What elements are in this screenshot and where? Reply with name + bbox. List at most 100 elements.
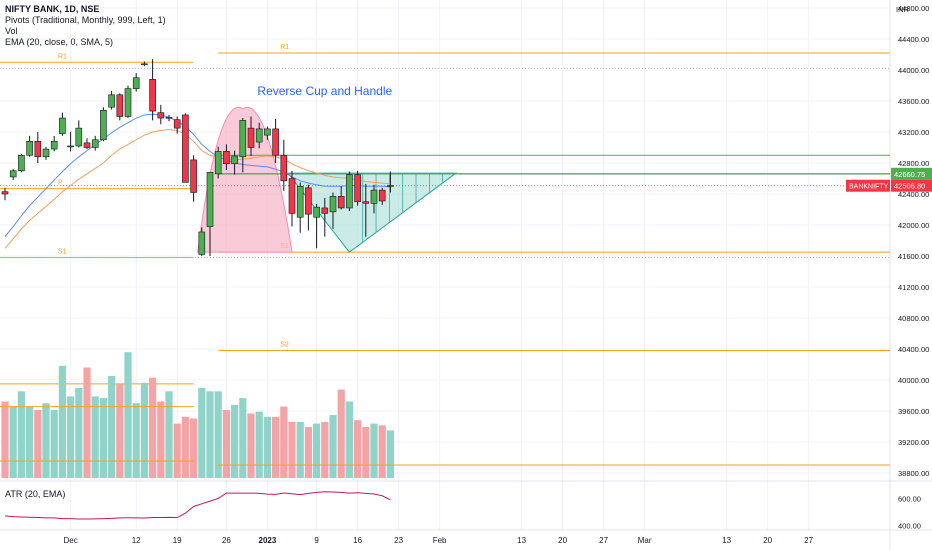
candle-body (362, 201, 370, 204)
candle-body (91, 139, 99, 148)
ema-indicator-label[interactable]: EMA (20, close, 0, SMA, 5) (5, 37, 114, 47)
candle-body (264, 128, 271, 136)
candle-body (272, 128, 279, 156)
candle-body (1, 191, 9, 195)
price-tick-label: 42800.00 (898, 159, 929, 168)
time-tick-label: 9 (314, 536, 319, 545)
price-axis-badge (891, 179, 932, 192)
price-tick-label: 41600.00 (898, 252, 929, 261)
volume-bar (42, 403, 50, 478)
candle-body (313, 206, 320, 218)
candle-body (100, 110, 107, 141)
volume-bar (214, 391, 222, 478)
time-tick-label: 2023 (259, 536, 277, 545)
volume-bar (83, 367, 91, 478)
candle-body (83, 142, 91, 148)
volume-bar (362, 427, 370, 478)
price-tick-label: 42400.00 (898, 190, 929, 199)
pivots-indicator-label[interactable]: Pivots (Traditional, Monthly, 999, Left,… (5, 15, 166, 25)
volume-bar (198, 387, 206, 478)
volume-bar (280, 406, 288, 478)
candle-body (387, 185, 394, 187)
price-tick-label: 41200.00 (898, 283, 929, 292)
pivot-level-label: P (58, 180, 63, 187)
volume-bar (190, 418, 198, 478)
handle-pattern-shape (286, 172, 458, 253)
time-tick-label: Mar (638, 536, 652, 545)
candle-body (26, 141, 33, 156)
ema-line-secondary (4, 113, 391, 237)
volume-bar (321, 421, 329, 478)
volume-bar (263, 416, 271, 478)
volume-bar (140, 382, 148, 478)
candle-body (354, 174, 361, 203)
pivot-level-label: S1 (58, 249, 67, 256)
candle-body (214, 151, 222, 175)
candle-body (247, 127, 255, 148)
price-tick-label: 42000.00 (898, 221, 929, 230)
atr-line (4, 491, 391, 520)
time-tick-label: 12 (132, 536, 141, 545)
time-tick-label: 13 (517, 536, 526, 545)
candle-body (50, 141, 58, 150)
volume-bar (149, 377, 157, 478)
volume-indicator-label[interactable]: Vol (5, 26, 18, 36)
ema-line (4, 129, 391, 249)
volume-bar (345, 401, 353, 478)
atr-indicator-label[interactable]: ATR (20, EMA) (5, 489, 66, 499)
candle-body (9, 170, 17, 178)
candle-body (116, 94, 124, 117)
volume-bar (386, 430, 394, 478)
volume-bar (378, 425, 386, 478)
candle-body (239, 120, 247, 158)
time-tick-label: 16 (353, 536, 362, 545)
volume-bar (26, 406, 34, 478)
time-tick-label: 23 (394, 536, 403, 545)
volume-bar (247, 413, 255, 478)
candle-body (223, 151, 230, 165)
candle-body (305, 187, 312, 215)
candle-body (67, 145, 74, 148)
volume-bar (337, 389, 345, 478)
volume-bar (58, 365, 66, 478)
volume-bar (1, 401, 9, 478)
time-tick-label: 27 (599, 536, 608, 545)
candle-body (165, 116, 173, 119)
price-tick-label: 44400.00 (898, 35, 929, 44)
candle-body (141, 63, 148, 66)
volume-bar (108, 376, 116, 478)
atr-tick-label: 600.00 (898, 494, 921, 503)
time-tick-label: 27 (804, 536, 813, 545)
time-tick-label: Feb (433, 536, 447, 545)
volume-bar (304, 427, 312, 478)
volume-bar (313, 423, 321, 478)
candle-body (59, 117, 66, 134)
volume-bar (50, 410, 58, 478)
candle-body (198, 231, 206, 255)
volume-bar (329, 415, 337, 478)
candle-body (206, 172, 214, 227)
volume-bar (9, 406, 17, 478)
price-tick-label: 43200.00 (898, 128, 929, 137)
volume-bar (17, 391, 25, 478)
candle-body (255, 128, 263, 143)
volume-bar (99, 398, 107, 478)
symbol-badge-text: BANKNIFTY (849, 184, 889, 191)
candle-body (378, 189, 386, 202)
price-tick-label: 38800.00 (898, 469, 929, 478)
price-tick-label: 40000.00 (898, 376, 929, 385)
symbol-badge (846, 179, 890, 192)
candle-body (337, 196, 345, 209)
time-tick-label: 20 (763, 536, 772, 545)
price-tick-label: 43600.00 (898, 97, 929, 106)
candle-body (157, 112, 165, 119)
price-tick-label: 44000.00 (898, 66, 929, 75)
candle-body (288, 178, 296, 214)
volume-bar (239, 398, 247, 478)
volume-bar (288, 421, 296, 478)
time-tick-label: 19 (173, 536, 182, 545)
candle-body (370, 189, 378, 204)
volume-bar (222, 410, 230, 478)
volume-bar (173, 423, 181, 478)
